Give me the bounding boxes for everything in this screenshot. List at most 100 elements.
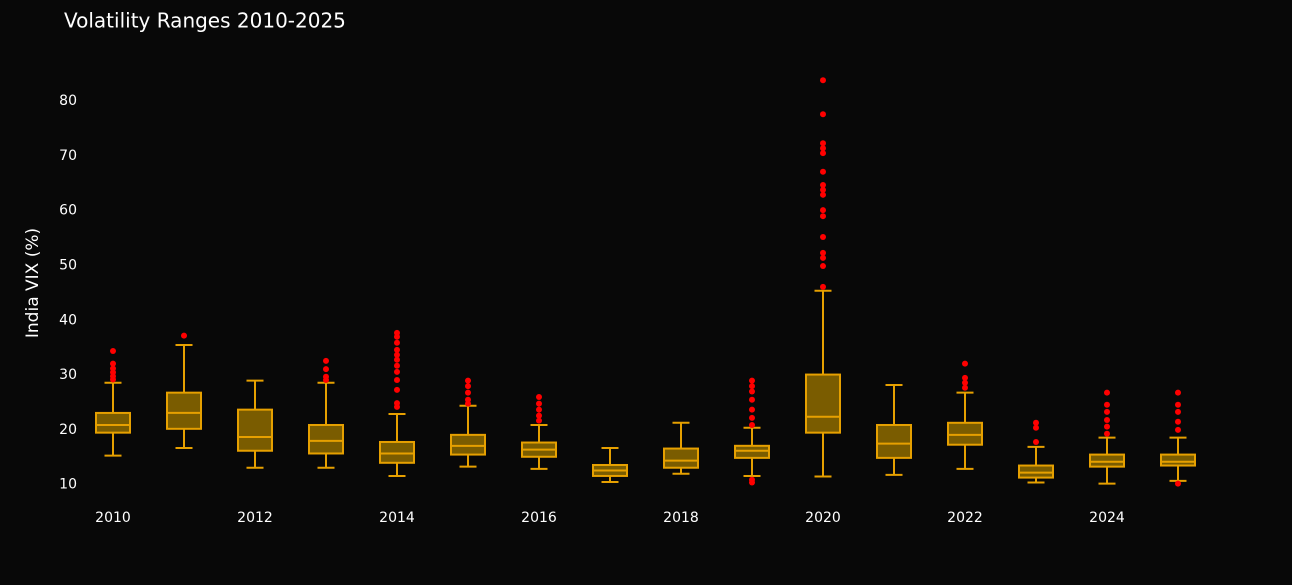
- outlier: [1175, 408, 1181, 415]
- outlier: [962, 379, 968, 386]
- outlier: [536, 400, 542, 407]
- y-tick-label: 80: [59, 93, 77, 109]
- outlier: [749, 406, 755, 413]
- y-tick-label: 50: [59, 258, 77, 274]
- outlier: [394, 368, 400, 375]
- outlier: [1033, 438, 1039, 445]
- outlier: [1033, 419, 1039, 426]
- box: [805, 373, 841, 434]
- outlier: [1104, 417, 1110, 424]
- outlier: [820, 213, 826, 220]
- outlier: [820, 111, 826, 118]
- outlier: [820, 263, 826, 270]
- y-tick-label: 60: [59, 203, 77, 219]
- outlier: [749, 396, 755, 403]
- outlier: [1175, 389, 1181, 396]
- outlier: [820, 186, 826, 193]
- outlier: [1175, 418, 1181, 425]
- box: [237, 408, 273, 452]
- outlier: [1104, 423, 1110, 430]
- box: [1018, 464, 1054, 479]
- box: [1089, 453, 1125, 468]
- outlier: [820, 77, 826, 84]
- outlier: [1104, 408, 1110, 415]
- outlier: [749, 414, 755, 421]
- x-tick-label: 2018: [663, 510, 699, 526]
- box: [876, 423, 912, 459]
- outlier: [394, 351, 400, 358]
- y-tick-label: 20: [59, 422, 77, 438]
- y-tick-label: 10: [59, 477, 77, 493]
- x-tick-label: 2022: [947, 510, 983, 526]
- outlier: [820, 181, 826, 188]
- chart-title: Volatility Ranges 2010-2025: [64, 9, 346, 33]
- outlier: [1104, 430, 1110, 437]
- outlier: [820, 145, 826, 152]
- outlier: [536, 406, 542, 413]
- outlier: [962, 360, 968, 367]
- x-tick-label: 2012: [237, 510, 273, 526]
- box: [663, 447, 699, 469]
- outlier: [394, 403, 400, 410]
- outlier: [749, 377, 755, 384]
- box: [166, 391, 202, 430]
- outlier: [465, 389, 471, 396]
- box: [379, 440, 415, 464]
- outlier: [820, 191, 826, 198]
- outlier: [394, 362, 400, 369]
- outlier: [465, 383, 471, 390]
- x-tick-label: 2010: [95, 510, 131, 526]
- outlier: [465, 400, 471, 407]
- outlier: [1175, 426, 1181, 433]
- outlier: [1104, 401, 1110, 408]
- outlier: [394, 377, 400, 384]
- box: [734, 444, 770, 459]
- box: [450, 433, 486, 456]
- outlier: [749, 388, 755, 395]
- x-tick-label: 2016: [521, 510, 557, 526]
- outlier: [536, 394, 542, 401]
- outlier: [323, 357, 329, 364]
- y-tick-label: 70: [59, 148, 77, 164]
- y-tick-label: 30: [59, 367, 77, 383]
- outlier: [323, 377, 329, 384]
- outlier: [394, 346, 400, 353]
- outlier: [1033, 424, 1039, 431]
- outlier: [181, 332, 187, 339]
- outlier: [820, 168, 826, 175]
- outlier: [820, 254, 826, 261]
- outlier: [820, 150, 826, 157]
- outlier: [1175, 401, 1181, 408]
- outlier: [110, 360, 116, 367]
- outlier: [820, 207, 826, 214]
- box: [947, 421, 983, 446]
- outlier: [465, 377, 471, 384]
- box: [95, 411, 131, 434]
- outlier: [962, 384, 968, 391]
- outlier: [394, 339, 400, 346]
- outlier: [536, 412, 542, 419]
- outlier: [394, 356, 400, 363]
- outlier: [394, 386, 400, 393]
- outlier: [1104, 389, 1110, 396]
- outlier: [820, 234, 826, 241]
- box: [308, 423, 344, 455]
- outlier: [749, 421, 755, 428]
- outlier: [820, 283, 826, 290]
- y-tick-label: 40: [59, 312, 77, 328]
- outlier: [749, 479, 755, 486]
- outlier: [962, 374, 968, 381]
- outlier: [820, 249, 826, 256]
- outlier: [1175, 480, 1181, 487]
- y-axis-label: India VIX (%): [23, 228, 43, 338]
- x-tick-label: 2014: [379, 510, 415, 526]
- outlier: [110, 348, 116, 355]
- outlier: [323, 366, 329, 373]
- outlier: [536, 417, 542, 424]
- box: [1160, 453, 1196, 467]
- x-tick-label: 2024: [1089, 510, 1125, 526]
- outlier: [394, 333, 400, 340]
